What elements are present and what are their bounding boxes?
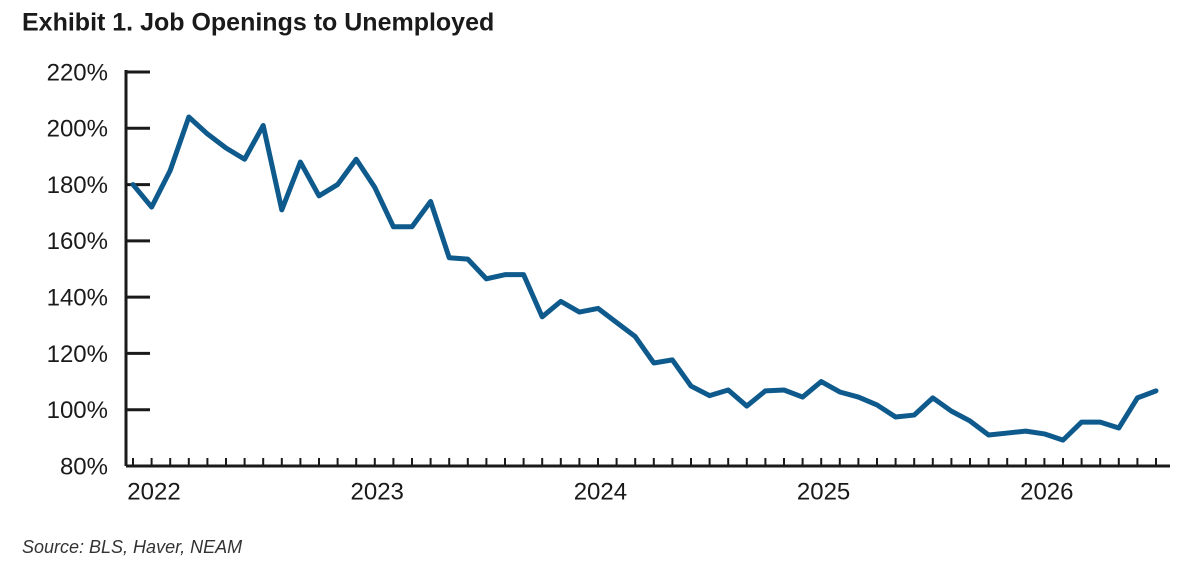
x-tick-label: 2022	[127, 478, 180, 505]
y-tick-label: 160%	[47, 228, 108, 255]
y-tick-label: 200%	[47, 116, 108, 143]
y-tick-label: 140%	[47, 284, 108, 311]
y-tick-label: 180%	[47, 172, 108, 199]
data-line	[130, 114, 1159, 443]
y-tick-label: 220%	[47, 59, 108, 86]
x-tick-label: 2026	[1020, 478, 1073, 505]
x-tick-label: 2025	[797, 478, 850, 505]
x-tick-label: 2024	[574, 478, 627, 505]
y-tick-label: 100%	[47, 397, 108, 424]
y-tick-label: 80%	[60, 453, 108, 480]
chart-title: Exhibit 1. Job Openings to Unemployed	[22, 9, 494, 37]
source-note: Source: BLS, Haver, NEAM	[22, 537, 242, 557]
y-tick-label: 120%	[47, 341, 108, 368]
x-tick-label: 2023	[351, 478, 404, 505]
